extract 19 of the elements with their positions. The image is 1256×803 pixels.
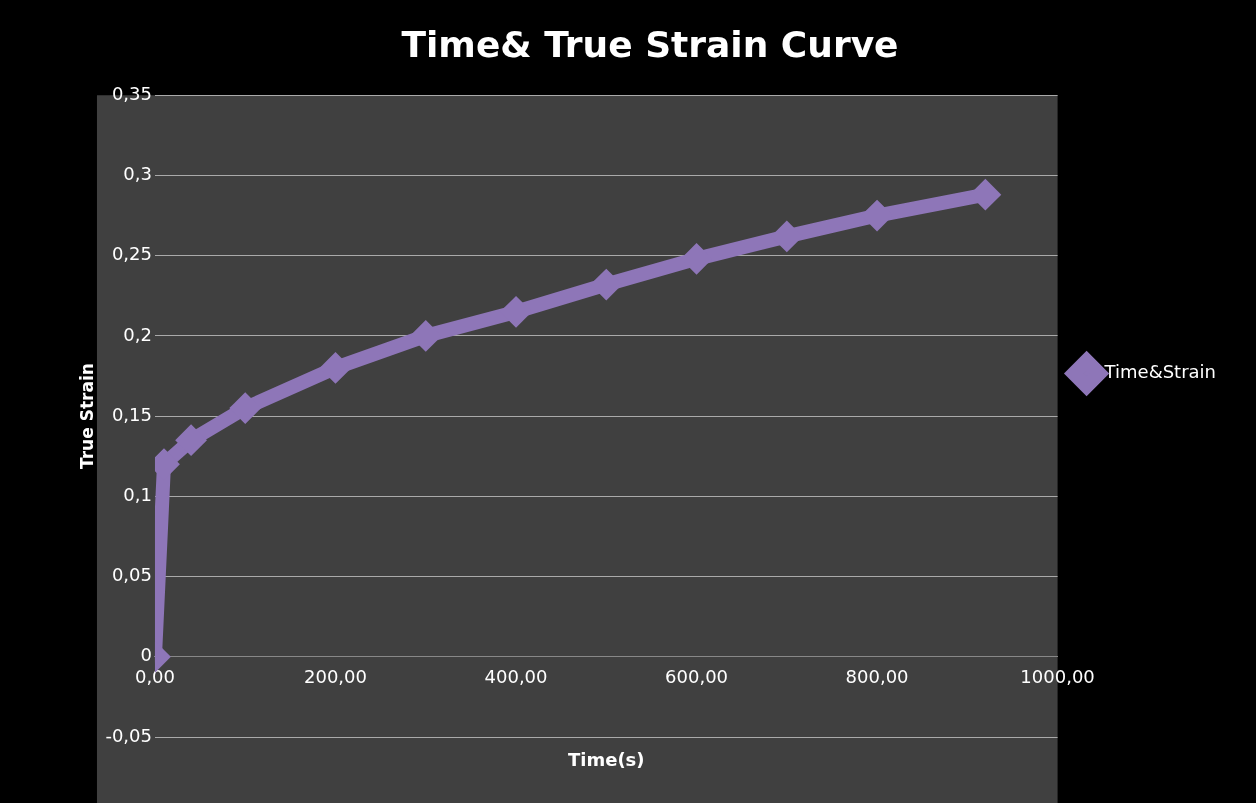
y-tick-label: 0,1 bbox=[123, 484, 152, 505]
y-tick-label: -0,05 bbox=[105, 724, 152, 746]
y-tick-label: 0,3 bbox=[123, 163, 152, 185]
x-tick-label: 800,00 bbox=[845, 666, 909, 688]
legend-label: Time&Strain bbox=[1103, 361, 1217, 383]
y-tick-label: 0,05 bbox=[111, 564, 152, 586]
y-tick-label: 0 bbox=[140, 644, 152, 666]
y-tick-label: 0,15 bbox=[111, 403, 152, 425]
chart-title: Time& True Strain Curve bbox=[401, 23, 899, 65]
x-tick-label: 600,00 bbox=[665, 666, 729, 688]
y-tick-label: 0,35 bbox=[111, 82, 152, 104]
y-tick-label: 0,25 bbox=[111, 243, 152, 265]
x-tick-label: 1000,00 bbox=[1020, 666, 1095, 688]
x-axis-title: Time(s) bbox=[567, 748, 645, 770]
x-tick-label: 400,00 bbox=[484, 666, 548, 688]
y-axis-title: True Strain bbox=[76, 363, 97, 470]
x-tick-label: 200,00 bbox=[304, 666, 367, 688]
y-tick-label: 0,2 bbox=[123, 323, 152, 345]
x-tick-label: 0,00 bbox=[134, 666, 176, 688]
